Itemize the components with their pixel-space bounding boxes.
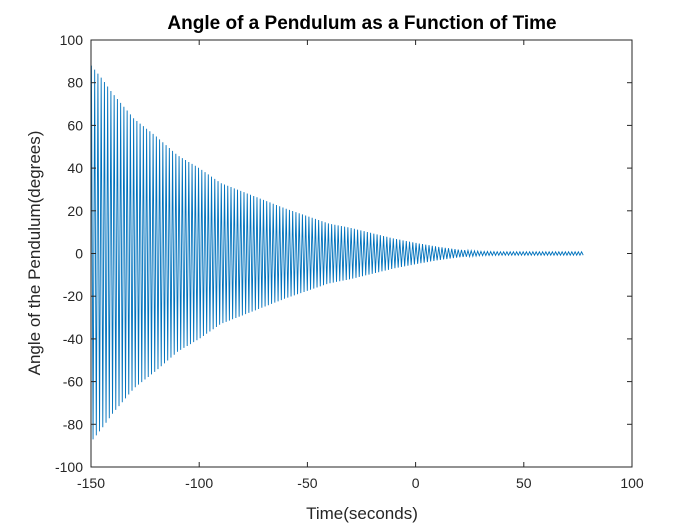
y-tick-label: 100 — [60, 32, 84, 48]
x-tick-label: 50 — [516, 475, 532, 491]
y-tick-label: 20 — [67, 203, 83, 219]
x-tick-label: -150 — [77, 475, 105, 491]
y-tick-label: -20 — [63, 288, 83, 304]
axes-layer: -150 -100 -50 0 50 100-100-80-60-40-200204060… — [55, 32, 644, 491]
y-tick-label: 0 — [75, 246, 83, 262]
series-layer — [90, 65, 584, 440]
y-tick-label: 40 — [67, 160, 83, 176]
y-tick-label: -80 — [63, 416, 83, 432]
chart-title: Angle of a Pendulum as a Function of Tim… — [167, 13, 556, 34]
x-tick-label: -100 — [185, 475, 213, 491]
x-tick-label: -50 — [297, 475, 317, 491]
y-tick-label: -100 — [55, 459, 83, 475]
y-tick-label: 60 — [67, 117, 83, 133]
y-tick-label: -60 — [63, 374, 83, 390]
x-tick-label: 100 — [620, 475, 644, 491]
x-tick-label: 0 — [412, 475, 420, 491]
x-axis-label: Time(seconds) — [306, 504, 418, 523]
y-tick-label: 80 — [67, 75, 83, 91]
y-tick-label: -40 — [63, 331, 83, 347]
y-axis-label: Angle of the Pendulum(degrees) — [25, 131, 44, 376]
series-line-0 — [90, 65, 584, 440]
